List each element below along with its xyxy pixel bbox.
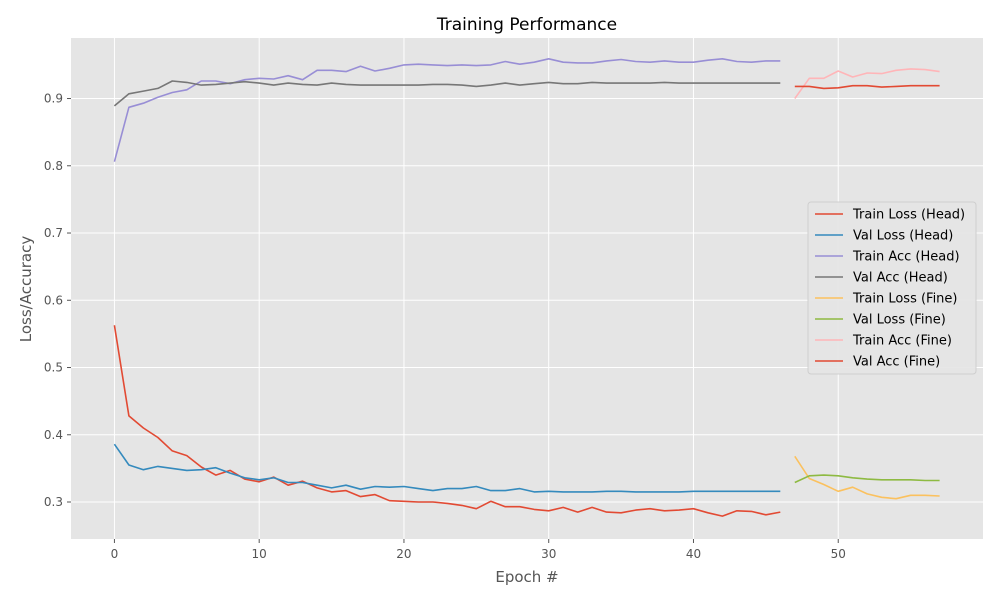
legend-label-train-acc-head: Train Acc (Head) bbox=[852, 250, 960, 265]
y-tick-label: 0.5 bbox=[44, 361, 63, 375]
y-tick-label: 0.9 bbox=[44, 92, 63, 106]
x-tick-label: 40 bbox=[686, 547, 701, 561]
series-line-train-loss-fine bbox=[794, 455, 940, 500]
x-tick-label: 50 bbox=[831, 547, 846, 561]
legend-label-val-loss-head: Val Loss (Head) bbox=[853, 229, 953, 244]
legend-label-train-acc-fine: Train Acc (Fine) bbox=[852, 334, 952, 349]
legend-label-train-loss-head: Train Loss (Head) bbox=[852, 208, 965, 223]
series-lines bbox=[113, 57, 940, 517]
x-tick-label: 20 bbox=[396, 547, 411, 561]
y-axis-label: Loss/Accuracy bbox=[17, 236, 35, 343]
x-axis-ticks: 0 10 20 30 40 50 bbox=[111, 539, 846, 561]
y-tick-label: 0.6 bbox=[44, 293, 63, 307]
series-line-val-loss-head bbox=[113, 443, 781, 493]
series-line-val-acc-fine bbox=[794, 84, 940, 90]
y-axis-ticks: 0.3 0.4 0.5 0.6 0.7 0.8 0.9 bbox=[44, 92, 71, 509]
legend-label-train-loss-fine: Train Loss (Fine) bbox=[852, 292, 958, 307]
series-line-val-acc-head bbox=[113, 80, 781, 107]
y-tick-label: 0.7 bbox=[44, 226, 63, 240]
x-tick-label: 30 bbox=[541, 547, 556, 561]
y-tick-label: 0.4 bbox=[44, 428, 63, 442]
series-line-train-acc-fine bbox=[794, 68, 940, 99]
y-tick-label: 0.8 bbox=[44, 159, 63, 173]
y-tick-label: 0.3 bbox=[44, 495, 63, 509]
chart-title: Training Performance bbox=[436, 15, 617, 35]
legend-label-val-acc-head: Val Acc (Head) bbox=[853, 271, 948, 286]
legend: Train Loss (Head) Val Loss (Head) Train Ac… bbox=[807, 201, 977, 375]
legend-label-val-loss-fine: Val Loss (Fine) bbox=[853, 313, 946, 328]
legend-label-val-acc-fine: Val Acc (Fine) bbox=[853, 355, 940, 370]
x-tick-label: 10 bbox=[252, 547, 267, 561]
x-axis-label: Epoch # bbox=[495, 568, 558, 586]
legend-box bbox=[807, 201, 977, 375]
series-line-val-loss-fine bbox=[794, 474, 940, 484]
x-tick-label: 0 bbox=[111, 547, 119, 561]
